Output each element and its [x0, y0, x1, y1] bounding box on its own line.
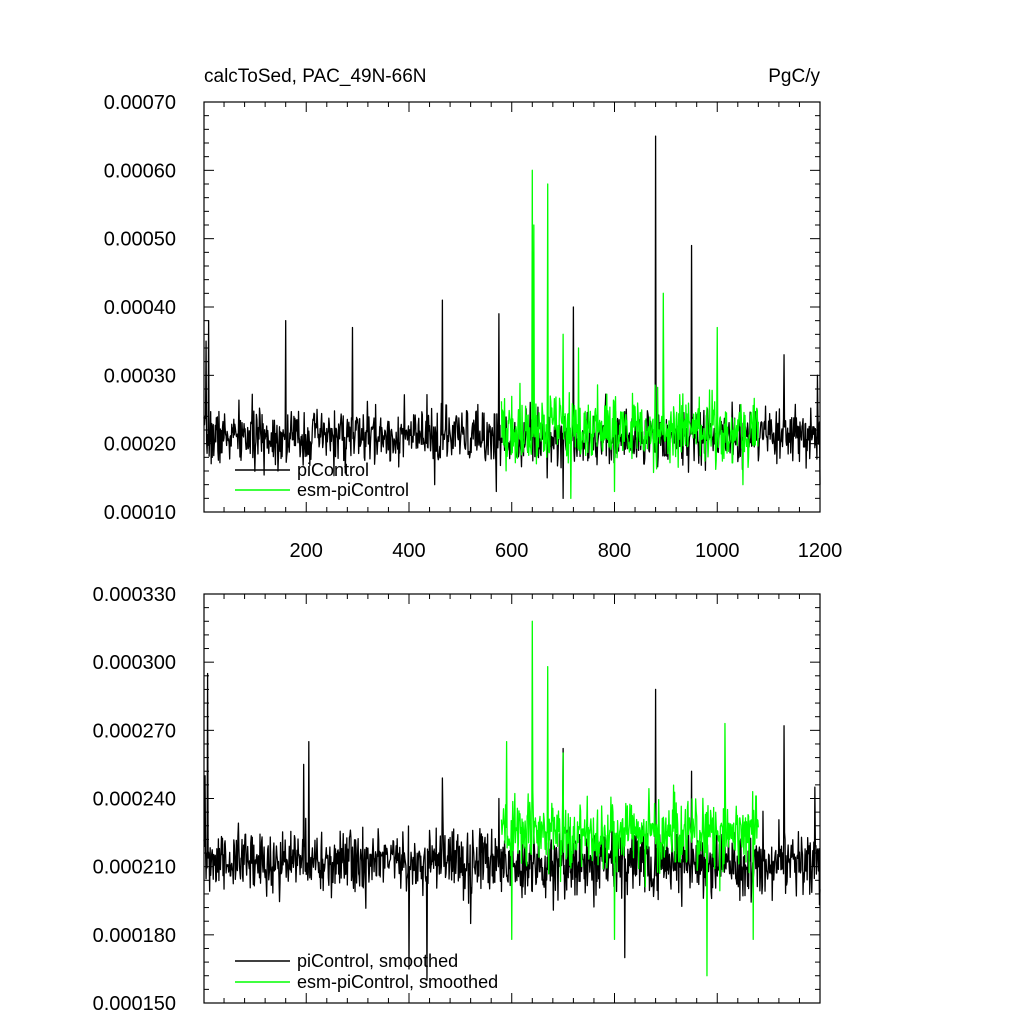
- bottom-ytick-label: 0.000210: [93, 857, 176, 879]
- bottom-ytick-label: 0.000150: [93, 993, 176, 1015]
- top-xtick-label: 600: [495, 540, 528, 562]
- bottom-ytick-label: 0.000330: [93, 584, 176, 606]
- top-ytick-label: 0.00010: [104, 502, 176, 524]
- bottom-axes: 0.000150 0.000180 0.000210 0.000240 0.000270…: [93, 584, 821, 1015]
- bottom-series-group: [203, 620, 821, 981]
- top-panel-title: calcToSed, PAC_49N-66N: [204, 66, 426, 87]
- legend-label-esm-picontrol: esm-piControl: [297, 480, 409, 500]
- top-panel: calcToSed, PAC_49N-66N PgC/y 0.000100.00…: [104, 66, 843, 562]
- bottom-ytick-label: 0.000240: [93, 789, 176, 811]
- bottom-panel: 0.000150 0.000180 0.000210 0.000240 0.000270…: [93, 584, 821, 1015]
- top-series-group: [203, 135, 821, 499]
- top-xtick-label: 400: [392, 540, 425, 562]
- top-axes: 0.00010 0.00020 0.00030 0.00040 0.00050 0.000…: [104, 92, 843, 562]
- top-ytick-label: 0.00040: [104, 297, 176, 319]
- top-ytick-label: 0.00020: [104, 434, 176, 456]
- top-xtick-label: 1000: [695, 540, 740, 562]
- top-panel-units: PgC/y: [768, 66, 820, 87]
- legend-label-picontrol-smoothed: piControl, smoothed: [297, 951, 458, 971]
- bottom-ytick-label: 0.000180: [93, 925, 176, 947]
- top-xtick-label: 200: [290, 540, 323, 562]
- top-ytick-label: 0.00050: [104, 229, 176, 251]
- top-legend: piControl esm-piControl: [235, 460, 409, 500]
- bottom-legend: piControl, smoothed esm-piControl, smoot…: [235, 951, 498, 992]
- top-series-line-1: [500, 169, 759, 499]
- top-ytick-label: 0.00060: [104, 160, 176, 182]
- top-xtick-label: 800: [598, 540, 631, 562]
- top-ytick-label: 0.00070: [104, 92, 176, 114]
- legend-label-picontrol: piControl: [297, 460, 369, 480]
- bottom-ytick-label: 0.000300: [93, 652, 176, 674]
- top-ytick-label: 0.00030: [104, 365, 176, 387]
- bottom-plot-frame: [203, 593, 821, 1004]
- legend-label-esm-picontrol-smoothed: esm-piControl, smoothed: [297, 972, 498, 992]
- top-xtick-label: 1200: [798, 540, 843, 562]
- bottom-series-line-1: [500, 620, 759, 977]
- bottom-ytick-label: 0.000270: [93, 720, 176, 742]
